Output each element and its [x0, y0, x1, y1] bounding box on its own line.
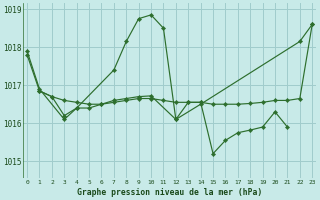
- X-axis label: Graphe pression niveau de la mer (hPa): Graphe pression niveau de la mer (hPa): [77, 188, 262, 197]
